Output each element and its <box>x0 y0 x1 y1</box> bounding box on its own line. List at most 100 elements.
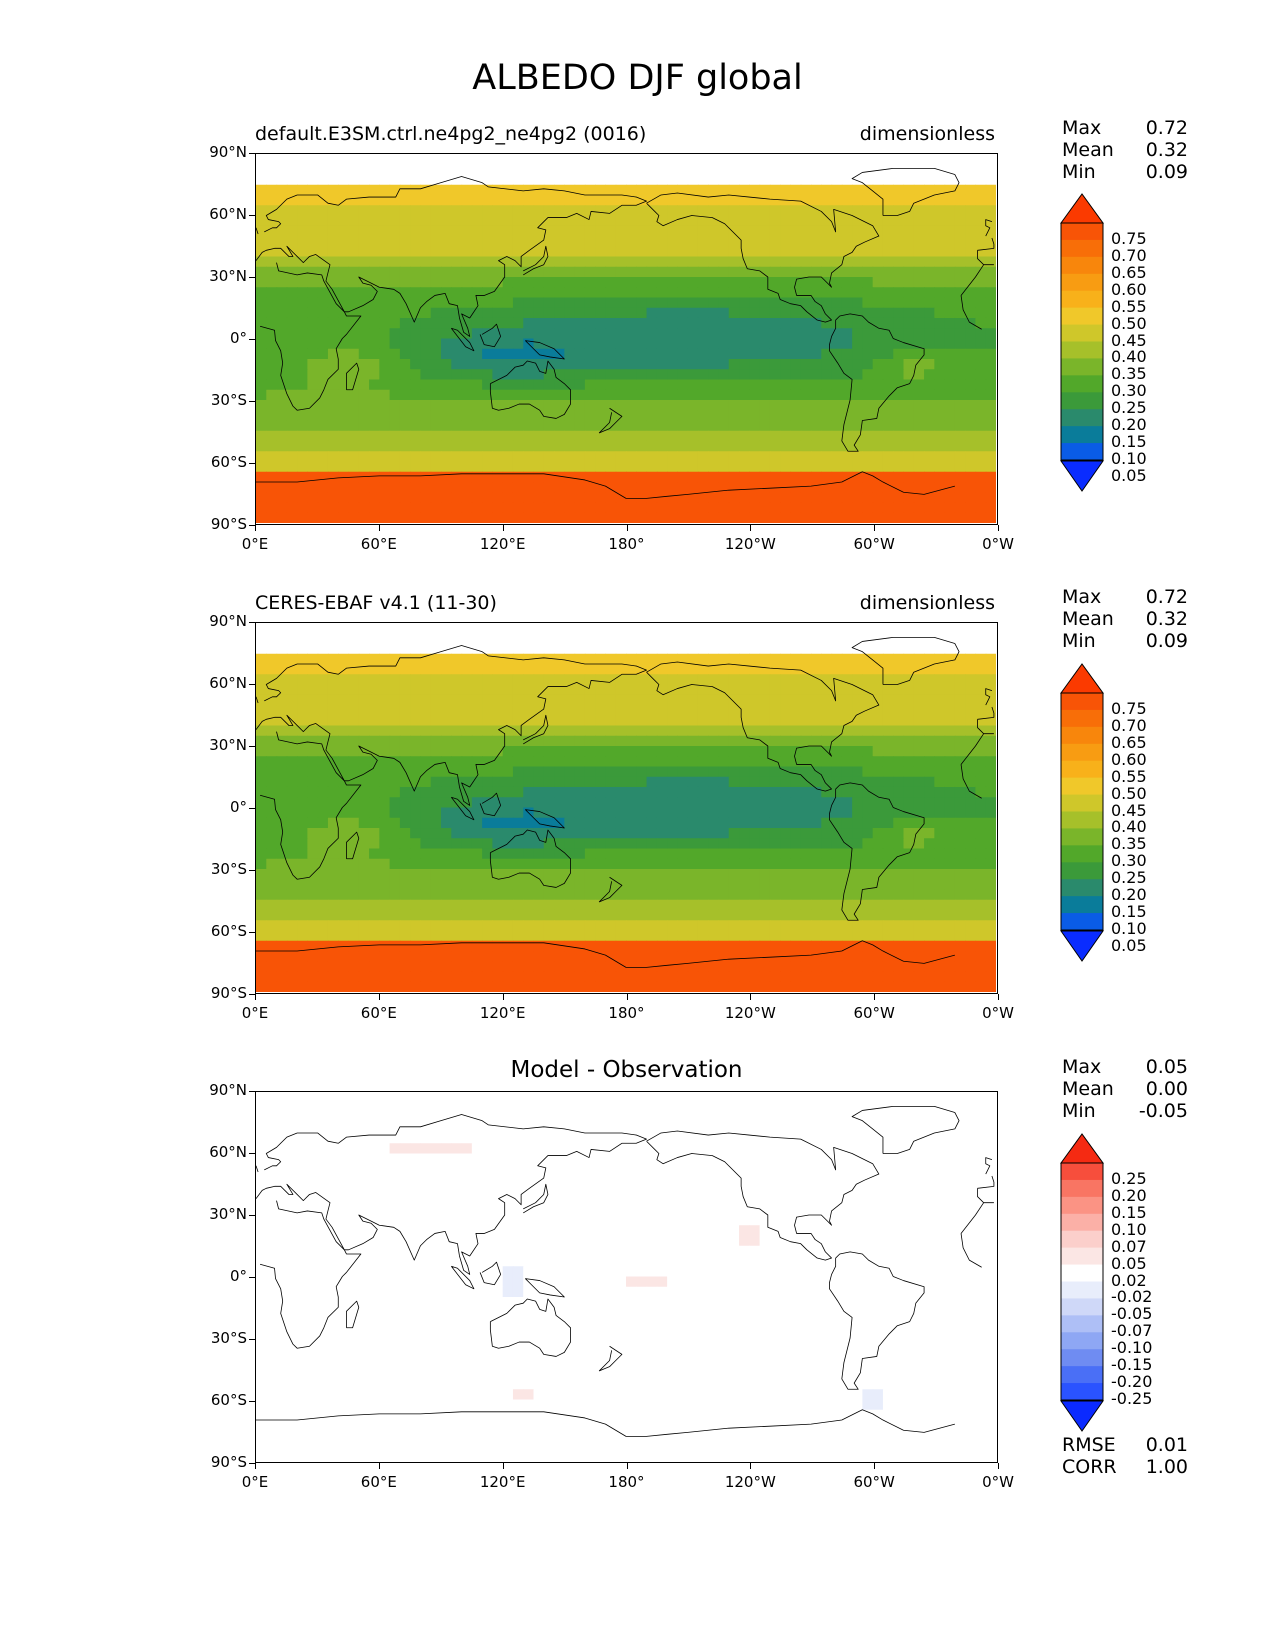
panel-2-title-right: dimensionless <box>859 592 995 614</box>
panel-1-stat-value: 0.72 <box>1145 117 1188 139</box>
panel-2-colorbar-label: 0.50 <box>1111 783 1147 803</box>
tick-mark <box>998 994 999 1000</box>
panel-1-stat-label: Max <box>1062 117 1102 139</box>
tick-mark <box>249 684 255 685</box>
panel-3-colorbar-label: -0.10 <box>1111 1338 1153 1358</box>
panel-1-lon-tick: 60°E <box>360 535 397 553</box>
panel-1-lat-tick: 90°N <box>209 143 247 161</box>
panel-1-title-right: dimensionless <box>859 123 995 145</box>
panel-3-stat-label: Mean <box>1062 1078 1114 1100</box>
panel-3-colorbar-label: 0.10 <box>1111 1219 1147 1239</box>
panel-1-colorbar-label: 0.05 <box>1111 465 1147 485</box>
tick-mark <box>249 215 255 216</box>
panel-1-lat-tick: 0° <box>229 329 247 347</box>
panel-1-colorbar-label: 0.70 <box>1111 245 1147 265</box>
panel-3-lon-tick: 60°W <box>853 1473 895 1491</box>
tick-mark <box>378 1463 380 1469</box>
panel-3-stat-label: Min <box>1062 1100 1096 1122</box>
panel-3-stat-value: 0.00 <box>1145 1078 1188 1100</box>
tick-mark <box>998 525 999 531</box>
tick-mark <box>255 525 256 531</box>
tick-mark <box>249 994 255 995</box>
panel-1-colorbar-label: 0.20 <box>1111 415 1147 435</box>
panel-1-map <box>255 153 998 525</box>
panel-3-lat-tick: 0° <box>229 1267 247 1285</box>
panel-3-map <box>255 1091 998 1463</box>
figure-title: ALBEDO DJF global <box>472 58 803 98</box>
tick-mark <box>502 525 504 531</box>
panel-1-lat-tick: 30°N <box>209 267 247 285</box>
panel-2-lat-tick: 90°N <box>209 612 247 630</box>
panel-1-lat-tick: 60°N <box>209 205 247 223</box>
panel-2-stat-label: Min <box>1062 630 1096 652</box>
panel-2-field <box>256 636 996 992</box>
panel-2-map <box>255 622 998 994</box>
tick-mark <box>249 932 255 933</box>
tick-mark <box>502 994 504 1000</box>
panel-3-colorbar-label: -0.20 <box>1111 1372 1153 1392</box>
tick-mark <box>249 1401 255 1402</box>
tick-mark <box>874 525 876 531</box>
tick-mark <box>249 1091 255 1092</box>
tick-mark <box>249 808 255 809</box>
tick-mark <box>249 153 255 154</box>
panel-2-lon-tick: 120°W <box>724 1004 776 1022</box>
panel-1-colorbar-label: 0.55 <box>1111 296 1147 316</box>
panel-1-stat-value: 0.09 <box>1145 161 1188 183</box>
panel-3-lon-tick: 120°W <box>724 1473 776 1491</box>
panel-1-colorbar-label: 0.35 <box>1111 364 1147 384</box>
panel-1-colorbar-label: 0.15 <box>1111 432 1147 452</box>
tick-mark <box>249 746 255 747</box>
panel-1-stat-value: 0.32 <box>1145 139 1188 161</box>
panel-2-colorbar-label: 0.30 <box>1111 851 1147 871</box>
tick-mark <box>626 994 628 1000</box>
panel-1-colorbar-label: 0.25 <box>1111 398 1147 418</box>
panel-1-colorbar <box>1060 193 1104 492</box>
panel-2-stat-label: Mean <box>1062 608 1114 630</box>
panel-3-stat-value: 0.05 <box>1145 1056 1188 1078</box>
tick-mark <box>249 525 255 526</box>
panel-3-colorbar-label: 0.07 <box>1111 1236 1147 1256</box>
panel-3-lon-tick: 60°E <box>360 1473 397 1491</box>
panel-3-stat-value: -0.05 <box>1138 1100 1188 1122</box>
panel-1-lon-tick: 120°E <box>479 535 526 553</box>
panel-3-colorbar-label: -0.02 <box>1111 1287 1153 1307</box>
panel-1-lat-tick: 30°S <box>210 391 247 409</box>
panel-3-colorbar-label: -0.05 <box>1111 1304 1153 1324</box>
tick-mark <box>249 1277 255 1278</box>
panel-3-colorbar-label: 0.25 <box>1111 1168 1147 1188</box>
tick-mark <box>255 1463 256 1469</box>
panel-3-lon-tick: 120°E <box>479 1473 526 1491</box>
panel-3-stat-label: Max <box>1062 1056 1102 1078</box>
panel-1-lon-tick: 60°W <box>853 535 895 553</box>
tick-mark <box>249 1339 255 1340</box>
panel-2-colorbar-label: 0.70 <box>1111 715 1147 735</box>
tick-mark <box>249 277 255 278</box>
panel-1-stat-label: Min <box>1062 161 1096 183</box>
tick-mark <box>874 994 876 1000</box>
panel-2-stat-label: Max <box>1062 586 1102 608</box>
panel-2-lon-tick: 180° <box>608 1004 645 1022</box>
panel-1-colorbar-label: 0.30 <box>1111 381 1147 401</box>
panel-1-field <box>256 167 996 523</box>
panel-2-lon-tick: 0°E <box>241 1004 269 1022</box>
tick-mark <box>249 1153 255 1154</box>
tick-mark <box>750 525 752 531</box>
tick-mark <box>998 1463 999 1469</box>
panel-2-lat-tick: 60°N <box>209 674 247 692</box>
panel-2-lon-tick: 0°W <box>982 1004 1014 1022</box>
panel-2-colorbar <box>1060 663 1104 962</box>
panel-2-title-left: CERES-EBAF v4.1 (11-30) <box>255 592 497 614</box>
panel-2-stat-value: 0.09 <box>1145 630 1188 652</box>
panel-1-lon-tick: 0°W <box>982 535 1014 553</box>
panel-2-colorbar-label: 0.35 <box>1111 834 1147 854</box>
panel-2-lon-tick: 60°E <box>360 1004 397 1022</box>
tick-mark <box>626 1463 628 1469</box>
panel-3-lat-tick: 30°N <box>209 1205 247 1223</box>
panel-3-colorbar <box>1060 1133 1104 1432</box>
panel-3-colorbar-label: 0.20 <box>1111 1185 1147 1205</box>
panel-3-metric-value: 0.01 <box>1145 1434 1188 1456</box>
panel-1-lat-tick: 60°S <box>210 453 247 471</box>
panel-3-lat-tick: 60°S <box>210 1391 247 1409</box>
tick-mark <box>874 1463 876 1469</box>
